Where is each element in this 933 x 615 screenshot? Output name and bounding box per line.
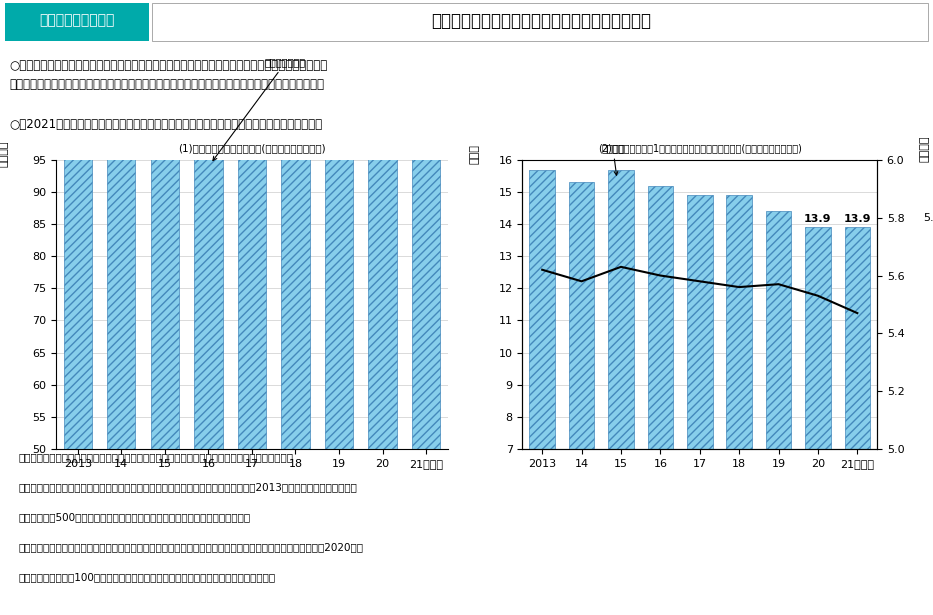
Text: 13.9: 13.9 <box>843 214 871 224</box>
Bar <box>844 228 870 449</box>
Title: (1)月間総実労働時間の推移(パートタイム労働者): (1)月間総実労働時間の推移(パートタイム労働者) <box>178 143 326 154</box>
Bar <box>648 186 674 449</box>
Text: 所定内労働時間: 所定内労働時間 <box>213 57 306 161</box>
Y-axis label: （時間）: （時間） <box>920 135 929 162</box>
FancyBboxPatch shape <box>152 3 928 41</box>
Bar <box>369 0 397 449</box>
Text: 5.8: 5.8 <box>923 213 933 223</box>
Bar <box>281 0 310 449</box>
Bar <box>238 0 266 449</box>
Bar <box>150 0 179 449</box>
Text: を乗じ、100で除し、時系列接続が可能となるように修正した実数値である。: を乗じ、100で除し、時系列接続が可能となるように修正した実数値である。 <box>19 572 276 582</box>
Bar <box>325 0 353 449</box>
Bar <box>194 0 222 449</box>
Text: ○　パートタイム労働者の月間総実労働時間は、１日当たりの所定内労働時間がおおむね横ばいで推
　移する中、月間出勤日数が減少傾向で推移していることから、長期的に減: ○ パートタイム労働者の月間総実労働時間は、１日当たりの所定内労働時間がおおむね… <box>9 58 327 91</box>
Bar <box>529 170 555 449</box>
Text: 13.9: 13.9 <box>804 214 831 224</box>
Text: 所定外労働時間: 所定外労働時間 <box>0 614 1 615</box>
Bar <box>63 0 91 449</box>
Bar <box>107 0 135 449</box>
Text: （注）　１）（１）は、事業所規模５人以上、調査産業計の値を示している。また、2013年以降において、東京都の: （注） １）（１）は、事業所規模５人以上、調査産業計の値を示している。また、20… <box>19 482 357 492</box>
Bar <box>411 0 440 449</box>
Text: パートタイム労働者の月間総実労働時間の推移等: パートタイム労働者の月間総実労働時間の推移等 <box>431 12 651 30</box>
Text: 出勤日数: 出勤日数 <box>601 143 625 175</box>
Bar <box>608 170 634 449</box>
Text: 資料出所　厚生労働省「毎月勤労統計調査」をもとに厚生労働省政策統括官付政策統括室にて作成: 資料出所 厚生労働省「毎月勤労統計調査」をもとに厚生労働省政策統括官付政策統括室… <box>19 452 294 462</box>
Title: (2)月間出勤日数と1日当たり所定内労働時間の推移(パートタイム労働者): (2)月間出勤日数と1日当たり所定内労働時間の推移(パートタイム労働者) <box>598 143 801 154</box>
Bar <box>687 195 713 449</box>
Y-axis label: （日）: （日） <box>470 144 480 164</box>
Text: ○　2021年は、１日当たりの所定内労働時間数が減少し、月間総実労働時間は減少となった。: ○ 2021年は、１日当たりの所定内労働時間数が減少し、月間総実労働時間は減少と… <box>9 118 323 132</box>
Y-axis label: （時間）: （時間） <box>0 141 9 167</box>
FancyBboxPatch shape <box>5 3 149 41</box>
Text: ２）指数（総実労働時間指数、所定内労働時間指数、所定外労働時間指数）にそれぞれの基準数値（2020年）: ２）指数（総実労働時間指数、所定内労働時間指数、所定外労働時間指数）にそれぞれの… <box>19 542 364 552</box>
Bar <box>805 228 830 449</box>
Text: 第１－（３）－４図: 第１－（３）－４図 <box>39 14 114 28</box>
Bar <box>727 195 752 449</box>
Bar <box>766 212 791 449</box>
Text: 1日当たり所定内労働時間数（折線、右目盛）: 1日当たり所定内労働時間数（折線、右目盛） <box>0 614 1 615</box>
Bar <box>569 183 594 449</box>
Text: 「500人以上規模の事業所」についても再集計した値を示している。: 「500人以上規模の事業所」についても再集計した値を示している。 <box>19 512 251 522</box>
